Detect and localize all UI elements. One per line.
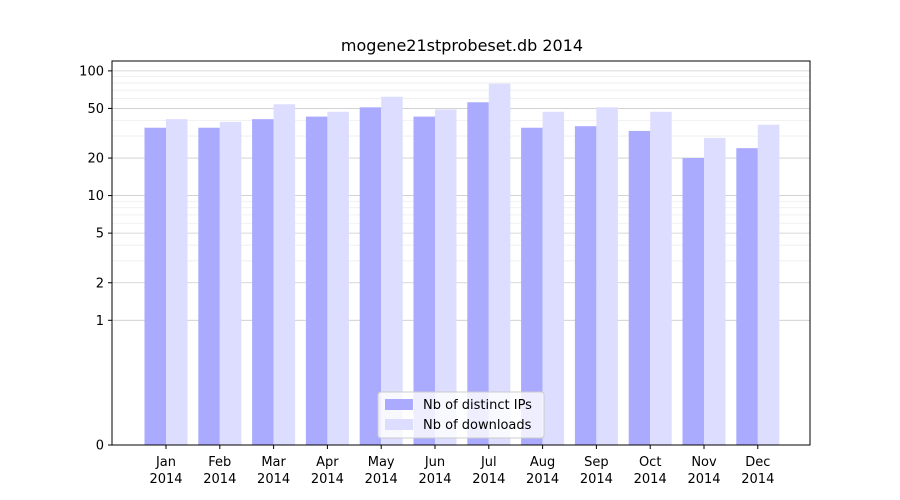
x-tick-label-year: 2014 bbox=[741, 472, 774, 487]
bar-downloads bbox=[435, 109, 457, 445]
chart-title: mogene21stprobeset.db 2014 bbox=[341, 36, 583, 55]
bar-downloads bbox=[219, 121, 242, 445]
legend-label: Nb of downloads bbox=[423, 418, 532, 433]
bar-distinct-ips bbox=[413, 116, 435, 445]
legend: Nb of distinct IPs Nb of downloads bbox=[377, 391, 545, 439]
x-tick-label-year: 2014 bbox=[311, 472, 344, 487]
legend-box bbox=[377, 391, 545, 439]
bar-downloads bbox=[166, 119, 188, 446]
legend-label: Nb of distinct IPs bbox=[423, 398, 532, 413]
x-tick-label-month: May bbox=[368, 455, 395, 470]
x-tick-label-year: 2014 bbox=[580, 472, 613, 487]
x-tick-label-month: Jun bbox=[424, 455, 445, 470]
x-tick-label-year: 2014 bbox=[472, 472, 505, 487]
x-tick-label-year: 2014 bbox=[365, 472, 398, 487]
y-tick-label: 10 bbox=[87, 189, 104, 204]
x-tick-label-year: 2014 bbox=[149, 472, 182, 487]
bar-downloads bbox=[488, 83, 511, 445]
x-tick-label-month: Dec bbox=[745, 455, 770, 470]
bar-distinct-ips bbox=[682, 158, 704, 445]
bar-distinct-ips bbox=[521, 127, 543, 445]
bar-distinct-ips bbox=[305, 116, 328, 445]
x-tick-label-year: 2014 bbox=[203, 472, 236, 487]
y-tick-label: 2 bbox=[96, 276, 104, 291]
x-tick-label-month: Jan bbox=[155, 455, 176, 470]
bar-downloads bbox=[650, 111, 672, 445]
y-axis: 0 1 2 5 10 20 50 100 bbox=[79, 64, 112, 454]
y-tick-label: 20 bbox=[87, 152, 104, 167]
x-tick-label-year: 2014 bbox=[687, 472, 720, 487]
bar-distinct-ips bbox=[467, 102, 489, 446]
x-tick-label-year: 2014 bbox=[634, 472, 667, 487]
x-tick-label-month: Apr bbox=[316, 455, 339, 470]
x-axis: Jan 2014 Feb 2014 Mar 2014 Apr 2014 May 2014 Jun 20… bbox=[149, 445, 774, 487]
x-tick-label-month: Sep bbox=[584, 455, 609, 470]
y-tick-label: 50 bbox=[87, 102, 104, 117]
x-tick-label-month: Aug bbox=[530, 455, 555, 470]
legend-swatch bbox=[385, 419, 413, 430]
x-tick-label-month: Oct bbox=[639, 455, 661, 470]
y-tick-label: 1 bbox=[96, 314, 104, 329]
x-tick-label-year: 2014 bbox=[257, 472, 290, 487]
bar-downloads bbox=[704, 137, 726, 446]
bar-downloads bbox=[757, 124, 780, 445]
bar-distinct-ips bbox=[359, 107, 382, 445]
bars bbox=[144, 83, 780, 446]
bar-distinct-ips bbox=[736, 148, 758, 445]
x-tick-label-year: 2014 bbox=[418, 472, 451, 487]
y-tick-label: 5 bbox=[96, 227, 104, 242]
bar-downloads bbox=[273, 104, 296, 445]
x-tick-label-month: Feb bbox=[208, 455, 231, 470]
y-tick-label: 0 bbox=[96, 439, 104, 454]
bar-downloads bbox=[327, 111, 349, 445]
bar-distinct-ips bbox=[628, 130, 651, 445]
bar-distinct-ips bbox=[198, 127, 220, 445]
bar-distinct-ips bbox=[144, 127, 166, 445]
x-tick-label-year: 2014 bbox=[526, 472, 559, 487]
plot-frame bbox=[111, 60, 811, 446]
bar-distinct-ips bbox=[252, 119, 274, 446]
x-tick-label-month: Jul bbox=[480, 455, 497, 470]
x-tick-label-month: Nov bbox=[691, 455, 717, 470]
legend-swatch bbox=[385, 399, 413, 410]
y-tick-label: 100 bbox=[79, 64, 104, 79]
bar-distinct-ips bbox=[574, 126, 597, 446]
bar-downloads bbox=[381, 96, 403, 446]
bar-downloads bbox=[542, 111, 565, 445]
x-tick-label-month: Mar bbox=[261, 455, 286, 470]
bar-downloads bbox=[596, 107, 618, 445]
